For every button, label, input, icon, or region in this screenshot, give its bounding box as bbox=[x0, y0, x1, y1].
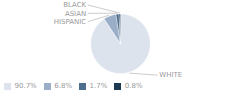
html-text:0.8%: 0.8% bbox=[124, 82, 143, 90]
svg-text:BLACK: BLACK bbox=[63, 1, 86, 9]
html-text:6.8%: 6.8% bbox=[54, 82, 72, 90]
html-text:90.7%: 90.7% bbox=[14, 82, 37, 90]
html-text:1.7%: 1.7% bbox=[89, 82, 108, 90]
svg-text:WHITE: WHITE bbox=[159, 71, 182, 79]
svg-text:ASIAN: ASIAN bbox=[65, 10, 86, 18]
svg-text:HISPANIC: HISPANIC bbox=[54, 18, 87, 26]
